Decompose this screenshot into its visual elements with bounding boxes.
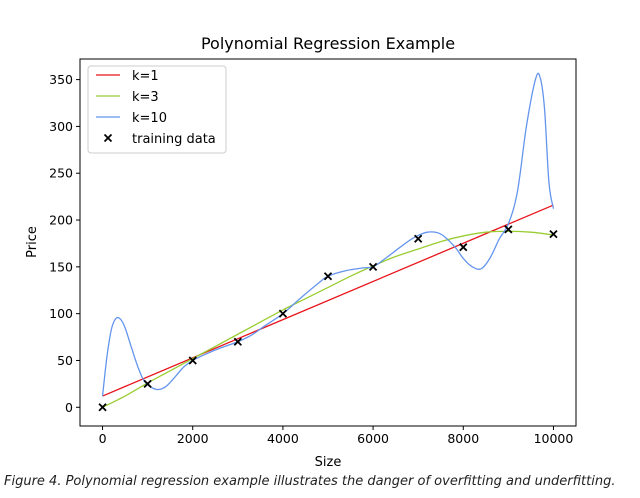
y-tick-label: 200 xyxy=(49,213,73,228)
x-tick-label: 10000 xyxy=(534,431,574,446)
axis-ticks: 0 2000 4000 6000 8000 10000 0 50 100 150 200 250 300… xyxy=(49,72,573,446)
training-point xyxy=(233,337,242,346)
legend-label: k=3 xyxy=(132,90,159,105)
training-point xyxy=(143,379,152,389)
figure-caption: Figure 4. Polynomial regression example … xyxy=(4,474,616,489)
training-point xyxy=(278,309,288,318)
y-tick-label: 50 xyxy=(57,353,73,368)
x-tick-label: 6000 xyxy=(357,431,389,446)
chart-title: Polynomial Regression Example xyxy=(201,34,455,53)
x-tick-label: 4000 xyxy=(267,431,299,446)
series-line-k-10 xyxy=(101,72,555,397)
legend-label: training data xyxy=(132,132,216,147)
x-tick-label: 8000 xyxy=(447,431,479,446)
training-point xyxy=(549,229,558,239)
plot-frame xyxy=(79,58,577,427)
training-point xyxy=(459,243,468,252)
training-point xyxy=(414,234,423,243)
legend-label: k=10 xyxy=(132,111,167,126)
legend-label: k=1 xyxy=(132,69,159,84)
y-tick-label: 300 xyxy=(49,119,73,134)
training-point xyxy=(368,262,378,271)
series-line-k-1 xyxy=(102,204,554,397)
legend-marker xyxy=(103,133,113,143)
training-point xyxy=(98,403,107,412)
y-axis-label: Price xyxy=(25,226,40,258)
training-point xyxy=(323,272,333,281)
x-tick-label: 2000 xyxy=(177,431,209,446)
series-line-k-3 xyxy=(102,230,554,408)
y-tick-label: 350 xyxy=(49,72,73,87)
plot-area xyxy=(101,72,555,408)
chart: Polynomial Regression Example 0 2000 4000 6… xyxy=(25,34,577,470)
y-tick-label: 0 xyxy=(65,400,73,415)
y-tick-label: 100 xyxy=(49,306,73,321)
legend: k=1 k=3 k=10 training data xyxy=(87,65,227,154)
training-point xyxy=(504,225,513,234)
y-tick-label: 150 xyxy=(49,259,73,274)
training-point xyxy=(188,356,197,365)
legend-box xyxy=(87,65,227,154)
x-tick-label: 0 xyxy=(99,431,107,446)
x-axis-label: Size xyxy=(315,455,342,470)
y-tick-label: 250 xyxy=(49,166,73,181)
